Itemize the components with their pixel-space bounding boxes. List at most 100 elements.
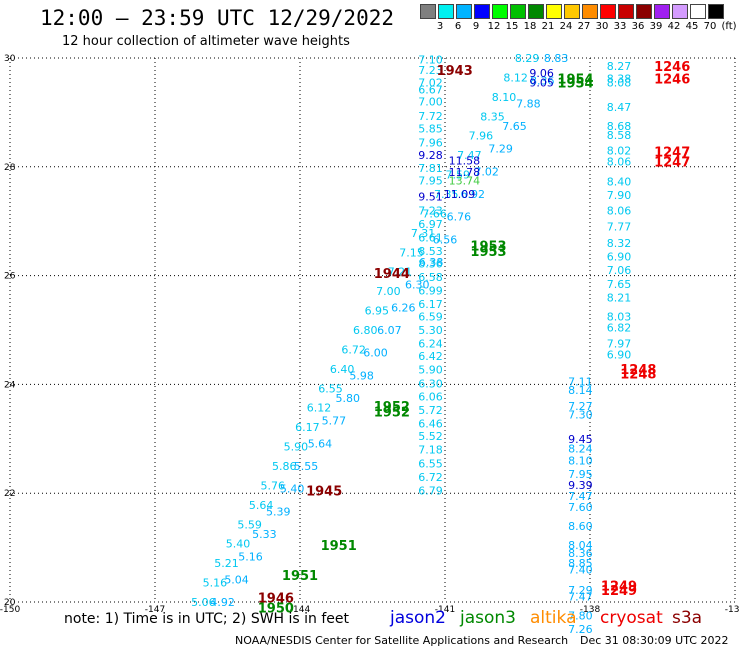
column-wave-height: 8.06 — [607, 155, 632, 168]
track-wave-height: 7.66 — [422, 207, 447, 220]
x-tick-label: -138 — [580, 605, 601, 615]
column-wave-height: 8.47 — [607, 101, 632, 114]
legend-swatch — [438, 4, 454, 19]
pass-time-label: 1246 — [654, 73, 690, 88]
track-wave-height: 6.17 — [295, 421, 320, 434]
legend-bin-label: 27 — [577, 21, 591, 32]
column-wave-height: 6.82 — [607, 321, 632, 334]
legend-bin-label: 36 — [631, 21, 645, 32]
track-wave-height: 7.29 — [488, 143, 513, 156]
column-wave-height: 7.30 — [568, 408, 593, 421]
pass-time-label: 1944 — [374, 267, 410, 282]
pass-time-label: 1249 — [601, 580, 637, 595]
track-wave-height: 7.96 — [469, 130, 494, 143]
column-wave-height: 7.26 — [568, 623, 593, 636]
pass-time-label: 1950 — [258, 601, 294, 616]
track-wave-height: 5.39 — [266, 505, 291, 518]
highlight-wave-height: 11.78 — [449, 166, 481, 179]
track-wave-height: 7.65 — [502, 120, 527, 133]
track-wave-height: 8.83 — [544, 52, 569, 65]
pass-time-label: 1953 — [470, 240, 506, 255]
column-wave-height: 9.39 — [568, 479, 593, 492]
x-tick-label: -144 — [290, 605, 311, 615]
pass-time-label: 1951 — [282, 569, 318, 584]
pass-time-label: 1943 — [437, 64, 473, 79]
column-wave-height: 6.55 — [418, 457, 443, 470]
pass-time-label: 1952 — [374, 400, 410, 415]
column-wave-height: 8.24 — [568, 443, 593, 456]
legend-swatch — [510, 4, 526, 19]
column-wave-height: 7.90 — [607, 189, 632, 202]
track-wave-height: 6.56 — [433, 233, 458, 246]
column-wave-height: 6.97 — [418, 218, 443, 231]
chart-title: 12:00 — 23:59 UTC 12/29/2022 — [40, 6, 395, 30]
credit-line: NOAA/NESDIS Center for Satellite Applica… — [235, 634, 569, 647]
pass-time-label: 1246 — [654, 60, 690, 75]
legend-bin-label: 15 — [505, 21, 519, 32]
track-wave-height: 5.76 — [260, 479, 285, 492]
track-wave-height: 5.55 — [294, 460, 319, 473]
column-wave-height: 8.36 — [568, 547, 593, 560]
track-wave-height: 6.30 — [405, 279, 430, 292]
column-wave-height: 7.23 — [418, 64, 443, 77]
legend-swatch — [654, 4, 670, 19]
column-wave-height: 9.28 — [418, 149, 443, 162]
legend-swatch — [636, 4, 652, 19]
column-wave-height: 5.52 — [418, 430, 443, 443]
x-tick-label: -147 — [145, 605, 165, 615]
legend-bin-label: 39 — [649, 21, 663, 32]
column-wave-height: 7.02 — [418, 76, 443, 89]
track-wave-height: 6.55 — [318, 382, 343, 395]
legend-swatch — [582, 4, 598, 19]
column-wave-height: 6.99 — [418, 284, 443, 297]
legend-bin-label: 21 — [541, 21, 555, 32]
column-wave-height: 8.10 — [568, 455, 593, 468]
column-wave-height: 8.14 — [568, 384, 593, 397]
legend-swatch — [708, 4, 724, 19]
legend-bin-label: 9 — [472, 21, 480, 32]
x-tick-label: -150 — [0, 605, 20, 615]
column-wave-height: 7.00 — [418, 96, 443, 109]
column-wave-height: 7.27 — [568, 400, 593, 413]
satellite-label-jason2: jason2 — [390, 608, 446, 628]
track-wave-height: 6.07 — [377, 324, 402, 337]
column-wave-height: 7.47 — [568, 490, 593, 503]
pass-time-label: 1954 — [557, 76, 593, 91]
column-wave-height: 7.72 — [418, 110, 443, 123]
pass-time-label: 1249 — [601, 584, 637, 599]
y-tick-label: 28 — [4, 163, 16, 173]
column-wave-height: 6.79 — [418, 484, 443, 497]
legend-swatch — [690, 4, 706, 19]
x-tick-label: -135 — [725, 605, 740, 615]
track-wave-height: 6.80 — [353, 324, 378, 337]
legend-swatch — [528, 4, 544, 19]
pass-time-label: 1945 — [306, 484, 342, 499]
track-wave-height: 5.16 — [238, 551, 263, 564]
highlight-wave-height: 11.09 — [444, 188, 476, 201]
y-tick-label: 20 — [4, 598, 16, 608]
track-wave-height: 5.86 — [272, 460, 297, 473]
track-wave-height: 6.40 — [330, 363, 355, 376]
pass-time-label: 1247 — [654, 146, 690, 161]
track-wave-height: 4.92 — [210, 596, 235, 609]
column-wave-height: 6.42 — [418, 350, 443, 363]
column-wave-height: 7.29 — [568, 584, 593, 597]
track-wave-height: 8.35 — [480, 110, 505, 123]
track-wave-height: 5.16 — [203, 577, 228, 590]
highlight-wave-height: 13.74 — [449, 174, 481, 187]
track-wave-height: 5.33 — [252, 528, 277, 541]
column-wave-height: 6.90 — [607, 251, 632, 264]
column-wave-height: 8.53 — [418, 245, 443, 258]
pass-time-label: 1248 — [620, 368, 656, 383]
legend-bin-label: 42 — [667, 21, 681, 32]
column-wave-height: 8.21 — [607, 291, 632, 304]
track-wave-height: 5.21 — [214, 557, 239, 570]
track-wave-height: 5.64 — [308, 437, 333, 450]
legend-swatch — [492, 4, 508, 19]
column-wave-height: 8.27 — [607, 60, 632, 73]
column-wave-height: 7.23 — [418, 204, 443, 217]
column-wave-height: 5.72 — [418, 404, 443, 417]
legend-bin-label: 70 — [703, 21, 717, 32]
column-wave-height: 5.85 — [418, 123, 443, 136]
track-wave-height: 7.15 — [399, 246, 424, 259]
